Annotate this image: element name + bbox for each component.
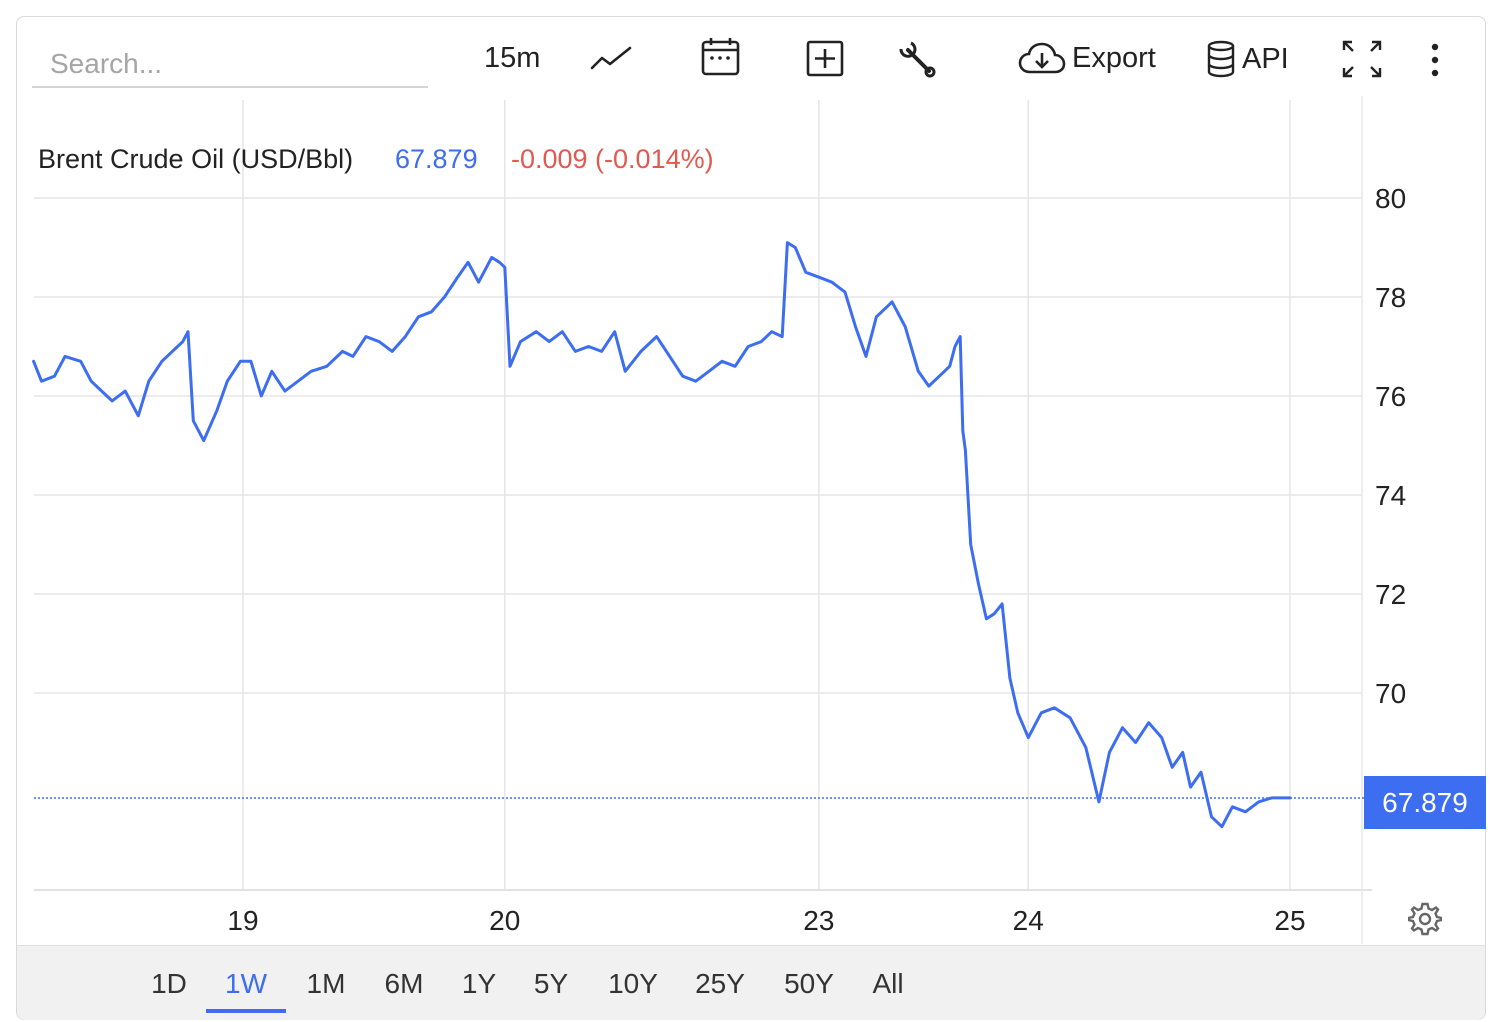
calendar-icon	[701, 38, 740, 76]
y-tick-label: 72	[1375, 579, 1406, 610]
wrench-icon	[899, 41, 936, 78]
active-range-underline	[206, 1009, 286, 1013]
database-icon	[1207, 40, 1235, 78]
chart-type-button[interactable]	[588, 40, 634, 76]
chart-series	[32, 241, 1364, 829]
range-button-1w[interactable]: 1W	[225, 968, 267, 999]
gear-icon[interactable]	[1408, 902, 1442, 936]
range-button-1m[interactable]: 1M	[306, 968, 346, 999]
range-button-10y[interactable]: 10Y	[608, 968, 658, 999]
date-range-button[interactable]	[700, 36, 742, 78]
range-button-25y[interactable]: 25Y	[695, 968, 745, 999]
search-input[interactable]	[32, 42, 428, 88]
fullscreen-icon	[1342, 40, 1382, 78]
cloud-download-icon	[1018, 42, 1066, 74]
add-indicator-button[interactable]	[806, 40, 846, 78]
api-label: API	[1242, 42, 1289, 75]
series-name: Brent Crude Oil (USD/Bbl)	[38, 144, 354, 174]
y-tick-label: 78	[1375, 282, 1406, 313]
price-change: -0.009 (-0.014%)	[511, 144, 714, 174]
interval-selector[interactable]: 15m	[484, 42, 540, 75]
export-label: Export	[1072, 41, 1156, 74]
price-chart: 70 72 74 76 78 80 19 20 23 24 25	[32, 96, 1406, 944]
fullscreen-button[interactable]	[1342, 40, 1382, 78]
last-value: 67.879	[395, 144, 478, 174]
y-tick-label: 76	[1375, 381, 1406, 412]
y-tick-label: 74	[1375, 480, 1406, 511]
range-button-50y[interactable]: 50Y	[784, 968, 834, 999]
more-vertical-icon	[1431, 43, 1439, 77]
x-tick-label: 19	[227, 905, 258, 936]
x-tick-label: 24	[1013, 905, 1044, 936]
range-button-5y[interactable]: 5Y	[533, 968, 569, 999]
x-tick-label: 23	[803, 905, 834, 936]
range-button-1d[interactable]: 1D	[151, 968, 187, 999]
range-selector-bar	[17, 945, 1485, 1020]
chart-widget-frame	[16, 16, 1486, 1020]
export-button[interactable]: Export	[1018, 40, 1156, 76]
x-tick-label: 25	[1274, 905, 1305, 936]
api-button[interactable]: API	[1206, 40, 1289, 78]
interval-label: 15m	[484, 42, 541, 74]
more-options-button[interactable]	[1426, 42, 1444, 78]
tools-button[interactable]	[898, 40, 938, 80]
line-chart-icon	[590, 46, 632, 70]
price-series-line	[32, 241, 1292, 829]
range-button-1y[interactable]: 1Y	[461, 968, 497, 999]
chart-grid	[34, 96, 1372, 944]
range-button-6m[interactable]: 6M	[384, 968, 424, 999]
chart-axes: 70 72 74 76 78 80 19 20 23 24 25	[227, 183, 1406, 936]
range-button-all[interactable]: All	[872, 968, 904, 999]
y-tick-label: 80	[1375, 183, 1406, 214]
x-tick-label: 20	[489, 905, 520, 936]
add-box-icon	[806, 40, 844, 77]
current-price-tag: 67.879	[1364, 776, 1486, 829]
y-tick-label: 70	[1375, 678, 1406, 709]
